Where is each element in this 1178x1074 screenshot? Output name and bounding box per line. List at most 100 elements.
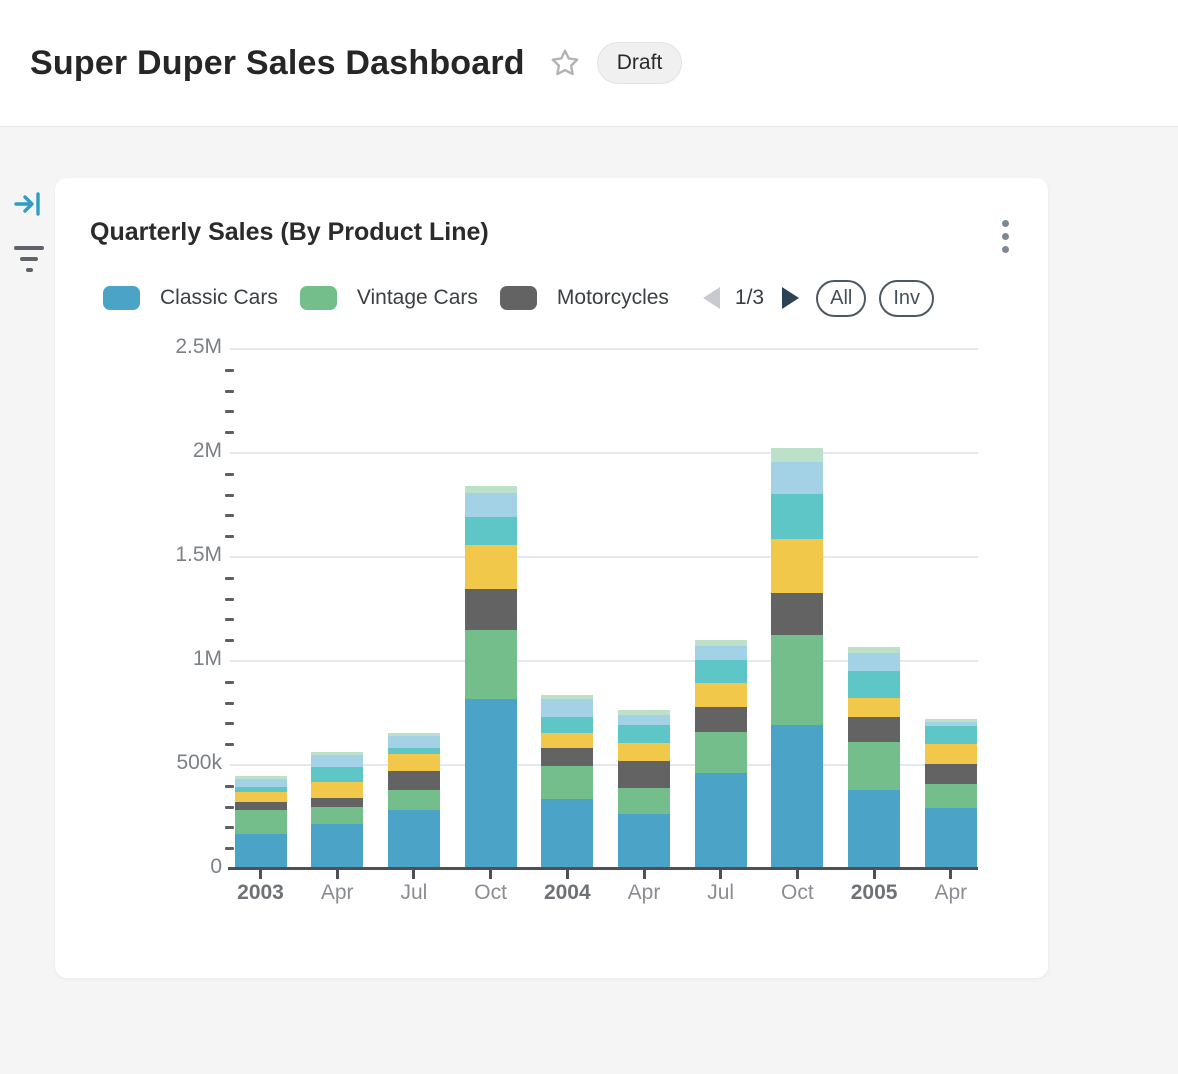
bar-segment[interactable]: [694, 659, 747, 683]
bar-segment[interactable]: [234, 786, 287, 793]
bar-segment[interactable]: [541, 748, 594, 767]
invert-selection-button[interactable]: Inv: [879, 279, 935, 317]
page-title: Super Duper Sales Dashboard: [30, 43, 525, 82]
bar-Apr[interactable]: [311, 752, 364, 868]
bar-segment[interactable]: [848, 670, 901, 698]
bar-segment[interactable]: [311, 806, 364, 825]
bar-segment[interactable]: [848, 697, 901, 718]
bar-segment[interactable]: [924, 726, 977, 745]
y-minor-tick: [225, 805, 234, 809]
bar-segment[interactable]: [387, 748, 440, 755]
y-minor-tick: [225, 576, 234, 580]
pager-next-icon[interactable]: [782, 287, 800, 309]
bar-segment[interactable]: [771, 592, 824, 636]
bar-segment[interactable]: [387, 789, 440, 811]
bar-segment[interactable]: [694, 772, 747, 868]
legend-item-motorcycles[interactable]: Motorcycles: [499, 286, 669, 310]
bar-segment[interactable]: [464, 698, 517, 868]
y-minor-tick: [225, 847, 234, 851]
bar-segment[interactable]: [848, 789, 901, 868]
card-menu-button[interactable]: [1000, 220, 1010, 253]
bar-segment[interactable]: [311, 755, 364, 767]
bar-Apr[interactable]: [618, 709, 670, 868]
x-axis-tick: [795, 870, 799, 879]
bar-2003[interactable]: [234, 775, 287, 868]
bar-segment[interactable]: [541, 798, 594, 868]
pager-prev-icon[interactable]: [702, 287, 720, 309]
bar-segment[interactable]: [464, 492, 517, 518]
bar-segment[interactable]: [694, 646, 747, 660]
bar-segment[interactable]: [771, 635, 824, 725]
bar-segment[interactable]: [848, 717, 901, 743]
bar-segment[interactable]: [848, 653, 901, 671]
bar-segment[interactable]: [618, 813, 670, 868]
bar-segment[interactable]: [771, 539, 824, 593]
bar-segment[interactable]: [387, 733, 440, 737]
bar-segment[interactable]: [311, 752, 364, 756]
bar-Apr[interactable]: [924, 719, 977, 868]
bar-Jul[interactable]: [387, 733, 440, 868]
bar-2004[interactable]: [541, 695, 594, 868]
bar-segment[interactable]: [234, 833, 287, 868]
bar-segment[interactable]: [464, 545, 517, 589]
bar-segment[interactable]: [924, 719, 977, 723]
bar-segment[interactable]: [387, 736, 440, 749]
bar-segment[interactable]: [771, 724, 824, 868]
bar-segment[interactable]: [848, 742, 901, 790]
bar-segment[interactable]: [771, 447, 824, 463]
pager-position: 1/3: [734, 286, 765, 309]
legend-item-vintage-cars[interactable]: Vintage Cars: [299, 286, 478, 310]
bar-segment[interactable]: [694, 732, 747, 773]
bar-segment[interactable]: [387, 810, 440, 868]
y-minor-tick: [225, 784, 234, 788]
bar-segment[interactable]: [848, 647, 901, 654]
bar-segment[interactable]: [311, 824, 364, 868]
bar-segment[interactable]: [464, 517, 517, 546]
bar-segment[interactable]: [234, 775, 287, 779]
bar-segment[interactable]: [694, 682, 747, 707]
bar-Jul[interactable]: [694, 640, 747, 868]
bar-Oct[interactable]: [464, 485, 517, 868]
collapse-panel-button[interactable]: [13, 189, 43, 224]
bar-segment[interactable]: [694, 640, 747, 647]
favorite-star-button[interactable]: [549, 47, 581, 79]
bar-segment[interactable]: [618, 724, 670, 744]
bar-segment[interactable]: [618, 709, 670, 715]
bar-segment[interactable]: [464, 588, 517, 631]
bar-segment[interactable]: [234, 792, 287, 802]
bar-segment[interactable]: [541, 766, 594, 799]
bar-segment[interactable]: [618, 743, 670, 762]
bar-segment[interactable]: [924, 807, 977, 868]
filter-button[interactable]: [13, 241, 45, 273]
bar-segment[interactable]: [618, 714, 670, 725]
bar-segment[interactable]: [541, 717, 594, 734]
bar-segment[interactable]: [771, 493, 824, 540]
bar-segment[interactable]: [234, 778, 287, 787]
bar-segment[interactable]: [924, 764, 977, 784]
bar-segment[interactable]: [311, 781, 364, 798]
bar-segment[interactable]: [311, 797, 364, 807]
bar-segment[interactable]: [234, 801, 287, 810]
bar-segment[interactable]: [924, 722, 977, 727]
bar-segment[interactable]: [924, 744, 977, 765]
select-all-button[interactable]: All: [816, 279, 867, 317]
bar-2005[interactable]: [848, 647, 901, 868]
bar-segment[interactable]: [694, 706, 747, 733]
bar-segment[interactable]: [541, 699, 594, 718]
bar-segment[interactable]: [311, 766, 364, 782]
bar-segment[interactable]: [387, 754, 440, 771]
bar-segment[interactable]: [541, 733, 594, 749]
bar-segment[interactable]: [234, 809, 287, 834]
bar-segment[interactable]: [464, 485, 517, 493]
bar-segment[interactable]: [387, 770, 440, 790]
bar-segment[interactable]: [618, 787, 670, 814]
x-axis-label: Jul: [707, 881, 735, 904]
bar-segment[interactable]: [771, 462, 824, 494]
bar-Oct[interactable]: [771, 447, 824, 868]
bar-segment[interactable]: [924, 783, 977, 808]
legend-item-classic-cars[interactable]: Classic Cars: [103, 286, 278, 310]
bar-segment[interactable]: [541, 695, 594, 700]
bar-segment[interactable]: [464, 630, 517, 699]
bar-segment[interactable]: [618, 761, 670, 788]
y-minor-tick: [225, 389, 234, 393]
